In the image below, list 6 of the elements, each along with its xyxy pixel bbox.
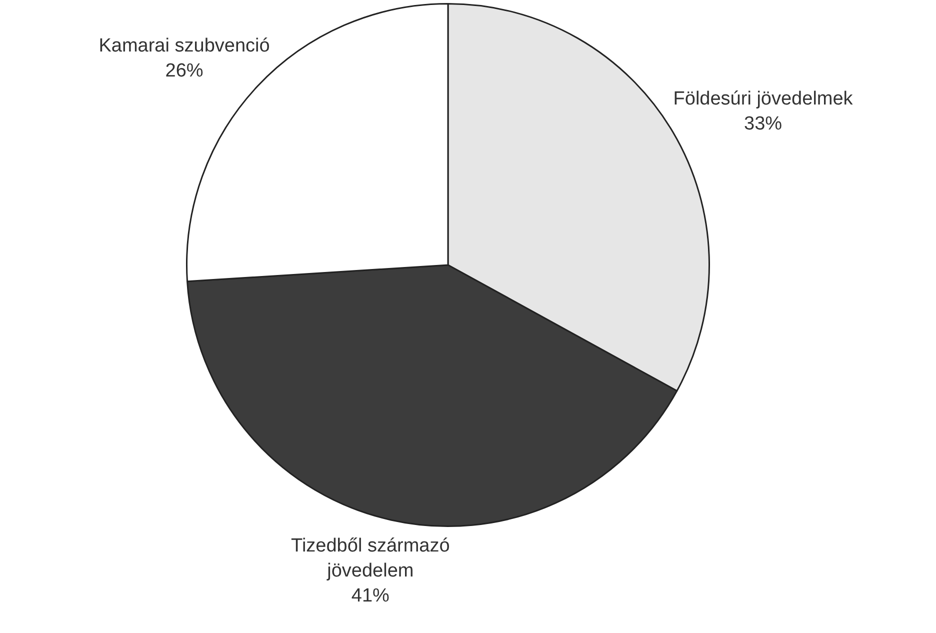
- slice-label: Tizedből származó jövedelem: [291, 535, 450, 582]
- slice-label: Kamarai szubvenció: [98, 36, 270, 57]
- data-label: 41%: [351, 585, 390, 606]
- data-label: 33%: [744, 113, 782, 134]
- data-label: 26%: [165, 60, 204, 82]
- slice-label: Földesúri jövedelmek: [673, 88, 854, 110]
